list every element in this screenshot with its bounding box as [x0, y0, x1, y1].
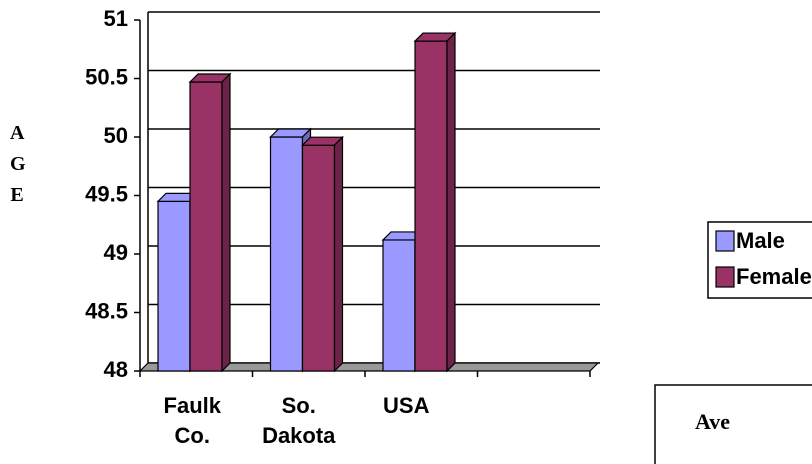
y-tick-label: 48.5: [85, 298, 128, 323]
y-axis-label: AGE: [10, 122, 26, 206]
bar: [301, 144, 336, 372]
caption-box: [654, 384, 812, 464]
legend-label: Male: [736, 228, 785, 253]
bar: [382, 239, 416, 372]
legend-swatch: [715, 266, 735, 288]
x-tick-label: So. Dakota: [262, 393, 336, 448]
bar: [157, 200, 191, 372]
bar-side: [446, 31, 456, 373]
bar: [269, 136, 304, 372]
legend-label: Female: [736, 264, 812, 289]
y-tick-label: 50.5: [85, 64, 128, 89]
y-tick-label: 51: [104, 6, 128, 31]
bar-side: [221, 72, 231, 373]
bar-side: [333, 135, 344, 373]
plot: 48 48.5 49 49.5 50 50.5 51: [85, 6, 600, 382]
y-tick-label: 50: [104, 123, 128, 148]
legend-swatch: [715, 230, 735, 252]
bar: [189, 81, 223, 372]
x-tick-label: Faulk Co.: [163, 393, 221, 448]
bar: [414, 40, 448, 372]
caption: Ave: [695, 409, 730, 434]
y-tick-label: 49.5: [85, 181, 128, 206]
y-tick-label: 49: [104, 240, 128, 265]
y-tick-label: 48: [104, 357, 128, 382]
x-tick-label: USA: [383, 393, 430, 418]
